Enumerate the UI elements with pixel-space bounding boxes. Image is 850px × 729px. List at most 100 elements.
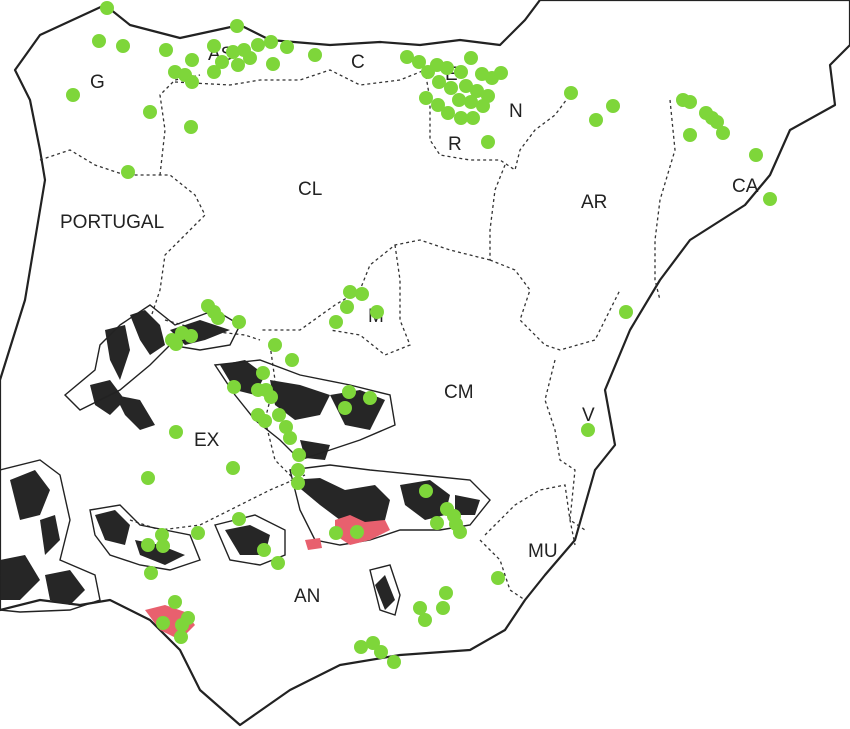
occurrence-point xyxy=(581,423,595,437)
region-labels: G AS C E N R CL AR CA M CM EX V MU AN PO… xyxy=(60,44,759,607)
occurrence-point xyxy=(66,88,80,102)
occurrence-point xyxy=(285,353,299,367)
occurrence-point xyxy=(227,380,241,394)
occurrence-point xyxy=(452,93,466,107)
occurrence-point xyxy=(231,58,245,72)
occurrence-point xyxy=(329,526,343,540)
occurrence-point xyxy=(251,38,265,52)
occurrence-point xyxy=(444,81,458,95)
occurrence-point xyxy=(264,35,278,49)
occurrence-point xyxy=(419,91,433,105)
occurrence-point xyxy=(432,75,446,89)
occurrence-point xyxy=(683,95,697,109)
occurrence-point xyxy=(464,95,478,109)
occurrence-point xyxy=(459,79,473,93)
occurrence-point xyxy=(116,39,130,53)
occurrence-point xyxy=(258,414,272,428)
occurrence-points xyxy=(66,1,777,669)
occurrence-point xyxy=(243,51,257,65)
region-label-ar: AR xyxy=(581,192,607,213)
region-label-ca: CA xyxy=(732,176,759,197)
occurrence-point xyxy=(232,315,246,329)
border-cm-v xyxy=(544,359,586,531)
occurrence-point xyxy=(342,385,356,399)
occurrence-point xyxy=(291,476,305,490)
occurrence-point xyxy=(343,285,357,299)
occurrence-point xyxy=(175,618,189,632)
occurrence-point xyxy=(169,425,183,439)
occurrence-point xyxy=(230,19,244,33)
occurrence-point xyxy=(266,57,280,71)
occurrence-point xyxy=(374,645,388,659)
occurrence-point xyxy=(494,66,508,80)
occurrence-point xyxy=(185,75,199,89)
region-label-an: AN xyxy=(294,586,320,607)
occurrence-point xyxy=(184,329,198,343)
occurrence-point xyxy=(92,34,106,48)
occurrence-point xyxy=(165,333,179,347)
border-n-ar xyxy=(489,164,506,260)
occurrence-point xyxy=(184,120,198,134)
occurrence-point xyxy=(156,539,170,553)
region-label-cl: CL xyxy=(298,179,322,200)
occurrence-point xyxy=(329,315,343,329)
occurrence-point xyxy=(366,636,380,650)
occurrence-point xyxy=(271,556,285,570)
occurrence-point xyxy=(710,115,724,129)
occurrence-point xyxy=(257,543,271,557)
occurrence-point xyxy=(338,401,352,415)
occurrence-point xyxy=(716,126,730,140)
occurrence-point xyxy=(606,99,620,113)
occurrence-point xyxy=(466,111,480,125)
occurrence-point xyxy=(121,165,135,179)
occurrence-point xyxy=(291,463,305,477)
occurrence-point xyxy=(159,43,173,57)
occurrence-point xyxy=(400,50,414,64)
region-label-n: N xyxy=(509,101,523,122)
portugal-border xyxy=(39,149,206,321)
occurrence-point xyxy=(279,420,293,434)
occurrence-point xyxy=(763,192,777,206)
occurrence-point xyxy=(470,84,484,98)
occurrence-point xyxy=(207,39,221,53)
occurrence-point xyxy=(232,512,246,526)
occurrence-point xyxy=(355,287,369,301)
occurrence-point xyxy=(370,305,384,319)
occurrence-point xyxy=(100,1,114,15)
occurrence-point xyxy=(256,366,270,380)
occurrence-point xyxy=(141,538,155,552)
occurrence-point xyxy=(491,571,505,585)
occurrence-point xyxy=(413,601,427,615)
region-label-v: V xyxy=(582,405,595,426)
occurrence-point xyxy=(441,106,455,120)
occurrence-point xyxy=(155,528,169,542)
occurrence-point xyxy=(191,526,205,540)
border-as-cl xyxy=(174,69,426,86)
occurrence-point xyxy=(430,516,444,530)
occurrence-point xyxy=(280,40,294,54)
occurrence-point xyxy=(292,448,306,462)
border-ex-cl xyxy=(164,319,261,341)
region-label-g: G xyxy=(90,72,105,93)
occurrence-point xyxy=(272,408,286,422)
border-ar-ca xyxy=(654,99,676,301)
occurrence-point xyxy=(185,53,199,67)
occurrence-point xyxy=(226,461,240,475)
occurrence-point xyxy=(564,86,578,100)
occurrence-point xyxy=(454,111,468,125)
occurrence-point xyxy=(226,45,240,59)
dark-areas xyxy=(0,310,480,610)
occurrence-point xyxy=(387,655,401,669)
occurrence-point xyxy=(340,300,354,314)
occurrence-point xyxy=(453,525,467,539)
occurrence-point xyxy=(156,616,170,630)
country-label-portugal: PORTUGAL xyxy=(60,212,164,233)
occurrence-point xyxy=(215,55,229,69)
occurrence-point xyxy=(283,431,297,445)
occurrence-point xyxy=(683,128,697,142)
region-label-r: R xyxy=(448,134,462,155)
occurrence-point xyxy=(749,148,763,162)
occurrence-point xyxy=(168,595,182,609)
